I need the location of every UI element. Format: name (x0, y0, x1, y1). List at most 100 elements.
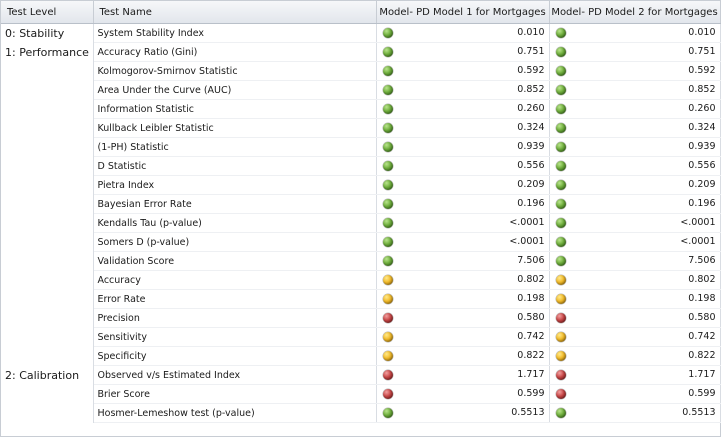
table-row[interactable]: Error Rate 0.198 0.198 (1, 289, 721, 309)
table-row[interactable]: Accuracy 0.802 0.802 (1, 270, 721, 290)
test-name-cell: Sensitivity (93, 327, 377, 347)
green-status-icon (555, 161, 566, 171)
model-2-value: 0.556 (688, 160, 716, 171)
red-status-icon (382, 370, 393, 380)
table-row[interactable]: Brier Score 0.599 0.599 (1, 384, 721, 404)
table-row[interactable]: D Statistic 0.556 0.556 (1, 156, 721, 176)
green-status-icon (555, 237, 566, 247)
red-status-icon (555, 313, 566, 323)
test-name-cell: Kolmogorov-Smirnov Statistic (93, 61, 377, 81)
model-1-value: 0.556 (517, 160, 545, 171)
green-status-icon (555, 104, 566, 114)
test-level-cell (1, 175, 94, 195)
test-name-cell: Validation Score (93, 251, 377, 271)
model-2-cell: 0.939 (549, 137, 721, 157)
table-row[interactable]: Specificity 0.822 0.822 (1, 346, 721, 366)
green-status-icon (382, 123, 393, 133)
model-1-value: 0.751 (517, 46, 545, 57)
model-1-cell: 7.506 (376, 251, 550, 271)
yellow-status-icon (382, 275, 393, 285)
model-1-value: 0.209 (517, 179, 545, 190)
model-1-value: <.0001 (509, 236, 545, 247)
table-row[interactable]: 2: Calibration Observed v/s Estimated Ind… (1, 365, 721, 385)
green-status-icon (382, 256, 393, 266)
model-2-cell: 7.506 (549, 251, 721, 271)
model-2-value: 0.196 (688, 198, 716, 209)
green-status-icon (382, 218, 393, 228)
test-level-cell: 1: Performance (1, 42, 94, 62)
green-status-icon (382, 161, 393, 171)
model-1-cell: 1.717 (376, 365, 550, 385)
table-row[interactable]: Information Statistic 0.260 0.260 (1, 99, 721, 119)
test-level-cell (1, 80, 94, 100)
table-row[interactable]: Kendalls Tau (p-value) <.0001 <.0001 (1, 213, 721, 233)
red-status-icon (555, 389, 566, 399)
model-1-value: 0.742 (517, 331, 545, 342)
test-level-cell (1, 61, 94, 81)
table-row[interactable]: Bayesian Error Rate 0.196 0.196 (1, 194, 721, 214)
yellow-status-icon (555, 332, 566, 342)
green-status-icon (555, 28, 566, 38)
test-level-cell (1, 403, 94, 423)
model-1-cell: 0.324 (376, 118, 550, 138)
test-level-cell (1, 251, 94, 271)
model-1-cell: 0.802 (376, 270, 550, 290)
test-name-cell: Error Rate (93, 289, 377, 309)
test-name-cell: Brier Score (93, 384, 377, 404)
table-row[interactable]: 1: Performance Accuracy Ratio (Gini) 0.751… (1, 42, 721, 62)
model-2-cell: <.0001 (549, 232, 721, 252)
green-status-icon (555, 199, 566, 209)
model-2-value: 0.209 (688, 179, 716, 190)
header-test-name[interactable]: Test Name (93, 1, 377, 24)
green-status-icon (382, 199, 393, 209)
yellow-status-icon (555, 275, 566, 285)
green-status-icon (555, 47, 566, 57)
table-row[interactable]: Kullback Leibler Statistic 0.324 0.324 (1, 118, 721, 138)
table-row[interactable]: Kolmogorov-Smirnov Statistic 0.592 0.592 (1, 61, 721, 81)
model-2-cell: 0.010 (549, 23, 721, 43)
green-status-icon (555, 408, 566, 418)
red-status-icon (382, 313, 393, 323)
test-level-cell (1, 289, 94, 309)
model-2-value: 0.742 (688, 331, 716, 342)
model-2-value: 0.599 (688, 388, 716, 399)
table-row[interactable]: Somers D (p-value) <.0001 <.0001 (1, 232, 721, 252)
header-model-2[interactable]: Model- PD Model 2 for Mortgages (549, 1, 721, 24)
model-1-cell: 0.580 (376, 308, 550, 328)
model-2-cell: 0.580 (549, 308, 721, 328)
table-row[interactable]: 0: Stability System Stability Index 0.010 0… (1, 23, 721, 43)
model-1-value: 0.196 (517, 198, 545, 209)
green-status-icon (555, 256, 566, 266)
table-body: 0: Stability System Stability Index 0.010 0… (1, 23, 721, 423)
test-level-cell (1, 308, 94, 328)
table-row[interactable]: Area Under the Curve (AUC) 0.852 0.852 (1, 80, 721, 100)
table-row[interactable]: Pietra Index 0.209 0.209 (1, 175, 721, 195)
green-status-icon (382, 237, 393, 247)
green-status-icon (382, 104, 393, 114)
green-status-icon (555, 85, 566, 95)
model-2-value: 0.751 (688, 46, 716, 57)
table-row[interactable]: (1-PH) Statistic 0.939 0.939 (1, 137, 721, 157)
test-name-cell: Specificity (93, 346, 377, 366)
model-2-value: 0.592 (688, 65, 716, 76)
model-1-value: 0.198 (517, 293, 545, 304)
table-row[interactable]: Precision 0.580 0.580 (1, 308, 721, 328)
green-status-icon (382, 142, 393, 152)
model-1-cell: 0.599 (376, 384, 550, 404)
table-row[interactable]: Validation Score 7.506 7.506 (1, 251, 721, 271)
model-1-value: 0.010 (517, 27, 545, 38)
test-level-cell (1, 327, 94, 347)
header-model-1[interactable]: Model- PD Model 1 for Mortgages (376, 1, 550, 24)
model-2-value: <.0001 (680, 217, 716, 228)
model-1-value: 0.852 (517, 84, 545, 95)
model-1-value: 0.599 (517, 388, 545, 399)
test-level-cell: 0: Stability (1, 23, 94, 43)
header-row: Test Level Test Name Model- PD Model 1 f… (1, 1, 721, 24)
green-status-icon (382, 66, 393, 76)
table-row[interactable]: Sensitivity 0.742 0.742 (1, 327, 721, 347)
model-2-cell: 0.196 (549, 194, 721, 214)
model-1-cell: 0.5513 (376, 403, 550, 423)
header-test-level[interactable]: Test Level (1, 1, 94, 24)
model-2-value: 0.010 (688, 27, 716, 38)
table-row[interactable]: Hosmer-Lemeshow test (p-value) 0.5513 0.55… (1, 403, 721, 423)
